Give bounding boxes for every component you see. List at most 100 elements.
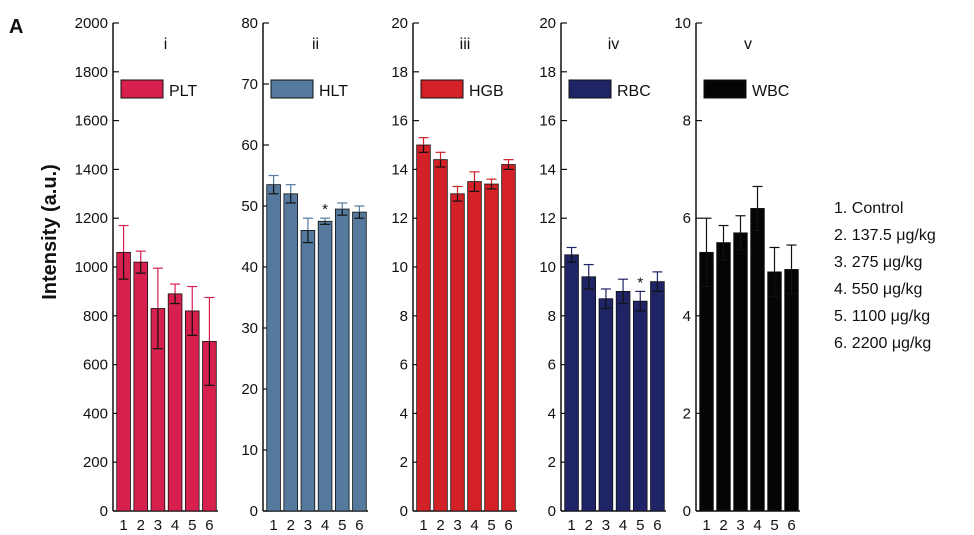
x-tick-label: 6 (653, 517, 661, 534)
bar (167, 293, 183, 512)
bar (283, 193, 299, 512)
x-tick-label: 6 (205, 517, 213, 534)
y-tick-label: 30 (241, 320, 258, 337)
dose-key-item: 3. 275 μg/kg (834, 254, 922, 271)
bar (564, 254, 579, 512)
significance-star: * (637, 274, 643, 291)
bar-group (598, 288, 614, 512)
y-tick-label: 2 (548, 454, 556, 471)
y-tick-label: 20 (539, 15, 556, 32)
y-tick-label: 6 (548, 357, 556, 374)
y-tick-label: 12 (391, 210, 408, 227)
y-tick-label: 14 (391, 161, 408, 178)
y-tick-label: 800 (83, 308, 108, 325)
bar (699, 251, 714, 512)
y-tick-label: 10 (391, 259, 408, 276)
x-tick-label: 5 (188, 517, 196, 534)
x-tick-label: 6 (504, 517, 512, 534)
bar-group (202, 296, 217, 512)
y-tick-label: 400 (83, 405, 108, 422)
y-tick-label: 1600 (75, 113, 108, 130)
y-tick-label: 20 (241, 381, 258, 398)
y-tick-label: 4 (400, 405, 408, 422)
x-tick-label: 3 (154, 517, 162, 534)
x-tick-label: 2 (287, 517, 295, 534)
y-tick-label: 4 (683, 308, 691, 325)
bar-group (450, 185, 465, 512)
x-tick-label: 3 (602, 517, 610, 534)
bar (598, 298, 614, 512)
y-axis-label: Intensity (a.u.) (39, 164, 61, 300)
y-tick-label: 1000 (75, 259, 108, 276)
y-tick-label: 12 (539, 210, 556, 227)
y-tick-label: 0 (250, 503, 258, 520)
bar (484, 183, 499, 512)
y-tick-label: 10 (539, 259, 556, 276)
bar (184, 310, 200, 512)
y-tick-label: 2 (400, 454, 408, 471)
bar-group (632, 290, 648, 512)
y-tick-label: 18 (539, 64, 556, 81)
y-tick-label: 4 (548, 405, 556, 422)
bar-group (116, 224, 131, 512)
bar (581, 276, 597, 512)
y-tick-label: 70 (241, 76, 258, 93)
bar-group (716, 224, 731, 512)
bar-group (467, 171, 482, 512)
panel-title: ii (312, 36, 319, 53)
bar (632, 300, 648, 512)
legend-label: RBC (617, 83, 651, 100)
legend-swatch (420, 79, 464, 99)
bar (467, 181, 482, 512)
bar-group (150, 267, 166, 512)
legend-label: HGB (469, 83, 504, 100)
y-tick-label: 8 (548, 308, 556, 325)
x-tick-label: 1 (567, 517, 575, 534)
x-tick-label: 4 (321, 517, 329, 534)
bar (767, 271, 782, 512)
y-tick-label: 0 (548, 503, 556, 520)
x-tick-label: 2 (585, 517, 593, 534)
y-tick-label: 10 (241, 442, 258, 459)
bar (433, 159, 448, 512)
x-tick-label: 2 (719, 517, 727, 534)
panel-title: iii (460, 36, 471, 53)
y-tick-label: 8 (400, 308, 408, 325)
x-tick-label: 6 (787, 517, 795, 534)
x-tick-label: 6 (355, 517, 363, 534)
legend-label: WBC (752, 83, 789, 100)
y-tick-label: 10 (674, 15, 691, 32)
legend-swatch (120, 79, 164, 99)
x-tick-label: 2 (436, 517, 444, 534)
x-tick-label: 1 (119, 517, 127, 534)
bar-group (133, 250, 149, 512)
x-tick-label: 5 (487, 517, 495, 534)
y-tick-label: 20 (391, 15, 408, 32)
bar (334, 208, 350, 512)
y-tick-label: 18 (391, 64, 408, 81)
panel-2: 0 10 20 30 40 50 60 70 80 1 2 3 4 5 6 * ii HLT (241, 15, 368, 534)
bar-group (615, 278, 631, 512)
panel-1: 0 200 400 600 800 1000 1200 1400 1600 1800 2000 1 2 3… (75, 15, 218, 534)
panel-title: iv (608, 36, 620, 53)
y-tick-label: 60 (241, 137, 258, 154)
bar (501, 164, 516, 512)
bar (750, 208, 765, 512)
bar-group (352, 205, 367, 512)
y-tick-label: 1200 (75, 210, 108, 227)
bar (615, 290, 631, 512)
bar-group (501, 159, 516, 512)
bar (133, 261, 149, 512)
bar-group (581, 263, 597, 512)
y-tick-label: 16 (391, 113, 408, 130)
dose-key-item: 1. Control (834, 200, 903, 217)
y-tick-label: 0 (400, 503, 408, 520)
y-tick-label: 2000 (75, 15, 108, 32)
y-tick-label: 0 (683, 503, 691, 520)
y-tick-label: 8 (683, 113, 691, 130)
x-tick-label: 3 (453, 517, 461, 534)
